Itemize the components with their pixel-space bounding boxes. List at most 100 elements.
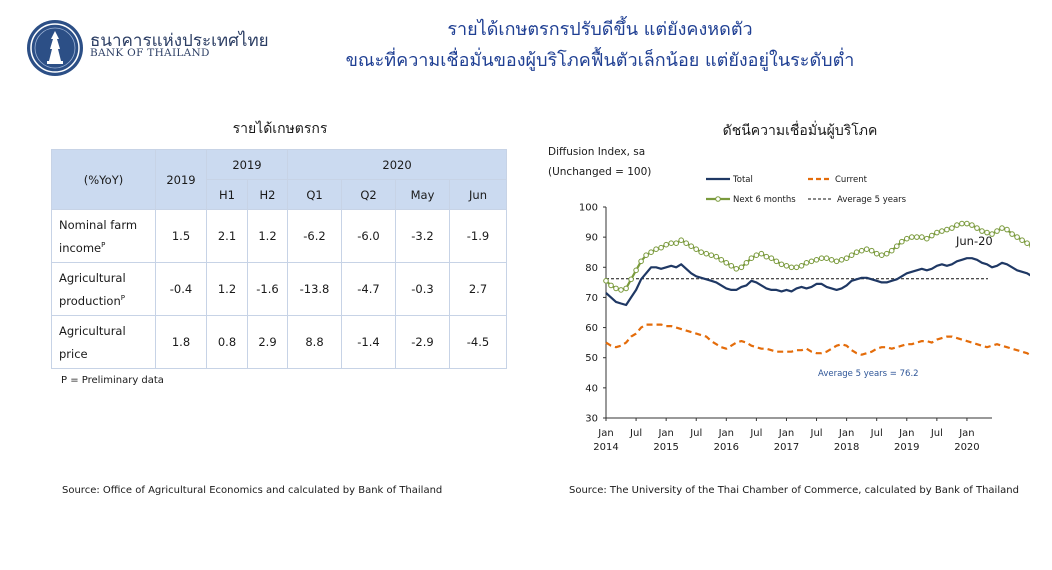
next-6-months-point: [858, 247, 865, 254]
next-6-months-point: [959, 220, 965, 227]
legend-current-label: Current: [835, 175, 868, 185]
row-label: Nominal farm incomeP: [51, 209, 156, 263]
next-6-months-point: [608, 282, 614, 289]
cell-value: 8.8: [287, 315, 342, 369]
cell-value: 1.5: [155, 209, 207, 263]
brand-name-english: BANK OF THAILAND: [90, 47, 210, 59]
table-row: Agricultural price 1.8 0.8 2.9 8.8 -1.4 -…: [51, 315, 508, 369]
x-tick-label: Jul: [810, 428, 823, 439]
header-unit: (%YoY): [51, 149, 156, 210]
next-6-months-point: [924, 235, 930, 242]
next-6-months-point: [718, 257, 725, 263]
next-6-months-point: [894, 243, 900, 249]
next-6-months-point: [944, 226, 950, 233]
x-tick-year-label: 2017: [774, 442, 799, 453]
next-6-months-point: [823, 255, 830, 261]
next-6-months-point: [623, 285, 629, 292]
next-6-months-point: [999, 225, 1005, 231]
y-tick-label: 70: [585, 293, 598, 304]
next-6-months-point: [723, 260, 730, 266]
next-6-months-point: [728, 263, 735, 269]
next-6-months-point: [658, 244, 664, 251]
cell-value: 2.7: [448, 262, 508, 316]
header-group-2019: 2019: [206, 149, 288, 180]
next-6-months-point: [628, 276, 634, 283]
x-tick-year-label: 2018: [834, 442, 859, 453]
next-6-months-point: [788, 264, 795, 271]
next-6-months-point: [1009, 231, 1015, 237]
bank-of-thailand-seal-icon: [27, 20, 83, 76]
header-q2: Q2: [341, 179, 396, 210]
next-6-months-point: [934, 229, 940, 236]
header-jun: Jun: [448, 179, 508, 210]
legend-next-6-months-label: Next 6 months: [733, 195, 796, 205]
next-6-months-point: [813, 257, 820, 263]
next-6-months-point: [743, 260, 750, 266]
legend-total-label: Total: [732, 175, 753, 185]
next-6-months-point: [914, 234, 920, 240]
next-6-months-point: [603, 278, 609, 284]
page-title-line-1: รายได้เกษตรกรปรับดีขึ้น แต่ยังคงหดตัว: [447, 19, 753, 40]
next-6-months-point: [753, 252, 760, 258]
cell-value: 1.2: [206, 262, 248, 316]
next-6-months-point: [1019, 237, 1025, 243]
next-6-months-point: [733, 266, 740, 272]
next-6-months-point: [818, 255, 825, 261]
next-6-months-point: [643, 252, 649, 258]
chart-title: ดัชนีความเชื่อมั่นผู้บริโภค: [722, 123, 878, 139]
next-6-months-point: [853, 249, 860, 255]
next-6-months-point: [899, 238, 905, 245]
cell-value: -6.0: [341, 209, 396, 263]
y-tick-label: 30: [585, 414, 598, 425]
next-6-months-point: [994, 228, 1000, 234]
cell-value: -4.5: [448, 315, 508, 369]
next-6-months-point: [803, 260, 810, 266]
table-note: P = Preliminary data: [61, 375, 164, 386]
next-6-months-point: [939, 228, 945, 234]
x-tick-year-label: 2020: [954, 442, 979, 453]
next-6-months-point: [838, 257, 845, 263]
next-6-months-point: [653, 246, 659, 252]
next-6-months-point: [758, 250, 765, 257]
next-6-months-point: [738, 264, 745, 271]
consumer-confidence-chart: Diffusion Index, sa (Unchanged = 100) 10…: [540, 140, 1030, 465]
next-6-months-point: [698, 249, 704, 255]
next-6-months-point: [969, 222, 975, 228]
header-h2: H2: [247, 179, 288, 210]
next-6-months-point: [793, 264, 800, 271]
next-6-months-point: [989, 231, 995, 237]
total-series-line: [605, 257, 1030, 307]
next-6-months-point: [633, 267, 639, 274]
next-6-months-point: [1014, 234, 1020, 240]
x-tick-label: Jan: [898, 428, 914, 439]
table-source: Source: Office of Agricultural Economics…: [62, 485, 443, 496]
x-tick-label: Jul: [930, 428, 943, 439]
next-6-months-point: [964, 220, 970, 227]
y-axis-label-1: Diffusion Index, sa: [548, 146, 646, 158]
next-6-months-point: [878, 252, 885, 258]
next-6-months-point: [868, 247, 875, 254]
next-6-months-point: [683, 240, 689, 246]
cell-value: 0.8: [206, 315, 248, 369]
next-6-months-point: [954, 222, 960, 228]
next-6-months-point: [668, 240, 674, 246]
x-tick-label: Jan: [718, 428, 734, 439]
header-group-2020: 2020: [286, 149, 508, 180]
next-6-months-point: [909, 234, 915, 240]
header-h1: H1: [206, 179, 248, 210]
next-6-months-point: [883, 250, 890, 257]
y-tick-label: 40: [585, 383, 598, 394]
next-6-months-point: [843, 255, 850, 261]
next-6-months-point: [713, 253, 720, 260]
next-6-months-point: [678, 237, 684, 243]
next-6-months-point: [648, 249, 654, 255]
next-6-months-point: [984, 229, 990, 236]
next-6-months-point: [768, 255, 775, 261]
cell-value: -0.4: [155, 262, 207, 316]
next-6-months-point: [949, 225, 955, 231]
x-tick-year-label: 2019: [894, 442, 919, 453]
cell-value: 2.9: [247, 315, 288, 369]
next-6-months-point: [1004, 226, 1010, 233]
y-tick-label: 50: [585, 353, 598, 364]
next-6-months-point: [618, 287, 624, 293]
